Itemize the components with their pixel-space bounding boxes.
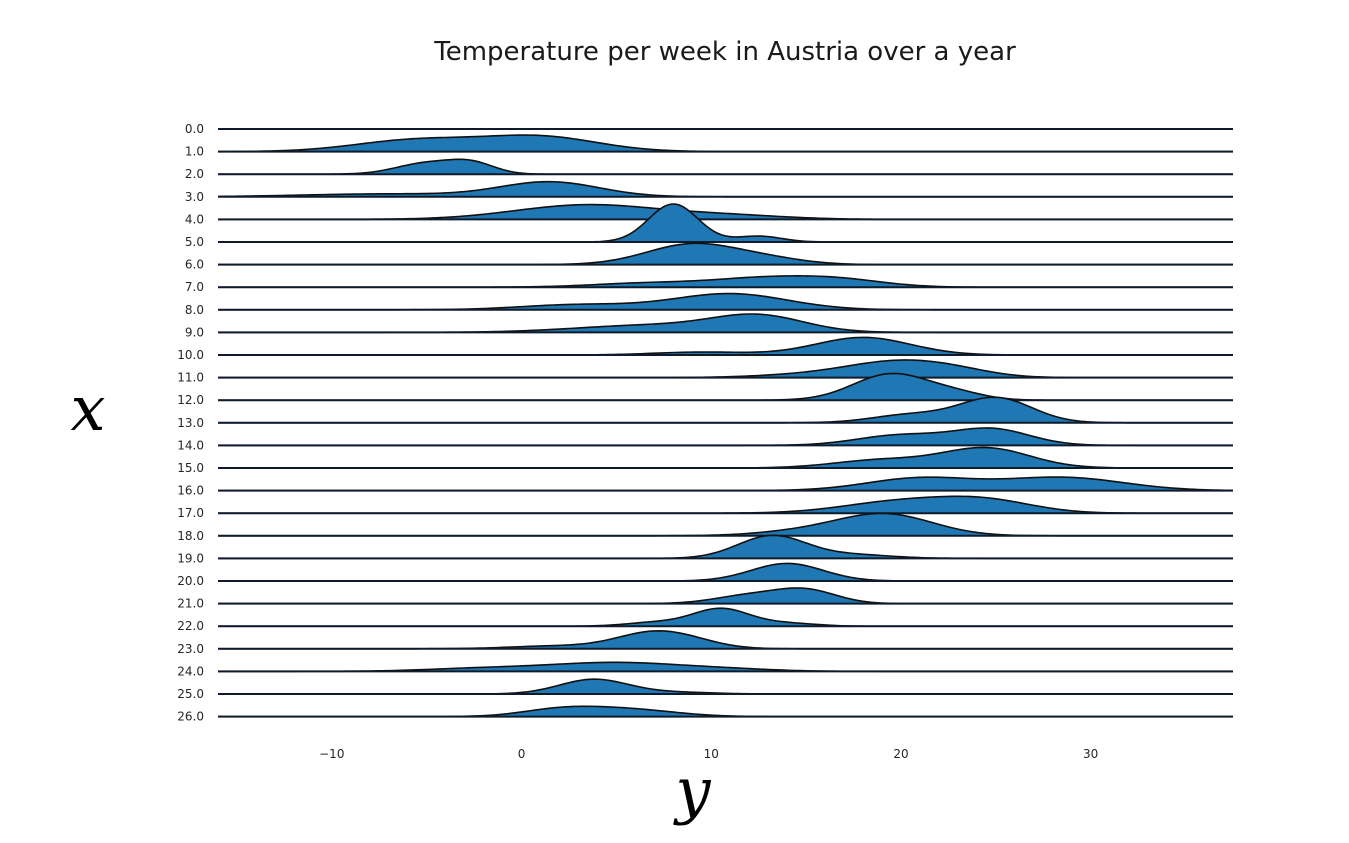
y-tick-label: 18.0 [177, 529, 204, 543]
ridge-fill [218, 204, 1233, 220]
ridge-week-10.0 [218, 336, 1233, 356]
chart-title: Temperature per week in Austria over a y… [433, 37, 1016, 67]
y-tick-label: 11.0 [177, 371, 204, 385]
ridge-outline [218, 512, 1233, 537]
ridge-fill [218, 679, 1233, 694]
ridge-week-24.0 [218, 661, 1233, 673]
x-tick-label: 10 [704, 747, 719, 761]
y-tick-label: 12.0 [177, 393, 204, 407]
ridge-fill [218, 314, 1233, 333]
ridge-fill [218, 513, 1233, 536]
y-tick-label: 24.0 [177, 664, 204, 678]
ridge-fill [218, 293, 1233, 310]
ridge-week-14.0 [218, 427, 1233, 447]
ridge-week-3.0 [217, 180, 1233, 198]
ridge-week-1.0 [217, 134, 1233, 153]
ridge-outline [217, 180, 1233, 198]
y-tick-label: 9.0 [185, 325, 204, 339]
ridge-week-17.0 [218, 495, 1233, 515]
ridge-fill [218, 496, 1233, 514]
y-tick-label: 16.0 [177, 484, 204, 498]
ridge-outline [218, 427, 1233, 447]
y-tick-label: 0.0 [185, 122, 204, 136]
y-tick-label: 26.0 [177, 710, 204, 724]
y-tick-label: 25.0 [177, 687, 204, 701]
ridge-week-19.0 [218, 534, 1233, 560]
ridge-fill [218, 608, 1233, 627]
y-tick-label: 2.0 [185, 167, 204, 181]
ridge-fill [218, 243, 1233, 265]
ridge-week-16.0 [218, 476, 1234, 492]
x-tick-labels: −10 0 10 20 30 [319, 747, 1098, 761]
ridge-fill [218, 630, 1233, 649]
ridge-week-9.0 [218, 313, 1233, 334]
y-tick-label: 10.0 [177, 348, 204, 362]
ridge-week-8.0 [218, 292, 1233, 311]
ridge-week-12.0 [218, 372, 1233, 402]
ridge-outline [218, 705, 1233, 718]
ridge-week-15.0 [218, 446, 1233, 469]
y-tick-label: 23.0 [177, 642, 204, 656]
y-tick-label: 5.0 [185, 235, 204, 249]
ridge-fill [218, 181, 1233, 197]
ridge-week-21.0 [218, 587, 1233, 605]
y-tick-label: 13.0 [177, 416, 204, 430]
y-tick-label: 6.0 [185, 258, 204, 272]
x-tick-label: 20 [893, 747, 908, 761]
ridge-week-26.0 [218, 705, 1233, 718]
ridge-outline [218, 495, 1233, 514]
ridges-group [217, 128, 1234, 718]
ridge-week-13.0 [218, 396, 1233, 424]
ridge-outline [218, 158, 1233, 175]
ridge-fill [218, 535, 1233, 559]
y-tick-label: 1.0 [185, 145, 204, 159]
ridge-outline [218, 678, 1233, 695]
y-tick-label: 14.0 [177, 438, 204, 452]
ridge-week-18.0 [218, 512, 1233, 537]
y-tick-label: 20.0 [177, 574, 204, 588]
ridge-week-2.0 [218, 158, 1233, 176]
ridge-fill [218, 427, 1233, 446]
ridge-outline [218, 359, 1233, 379]
ridge-week-5.0 [218, 203, 1233, 243]
y-tick-label: 15.0 [177, 461, 204, 475]
ridge-fill [218, 587, 1233, 604]
ridge-outline [218, 446, 1233, 469]
ridge-fill [218, 477, 1233, 491]
y-tick-label: 8.0 [185, 303, 204, 317]
x-axis-label: y [672, 754, 711, 827]
ridge-week-23.0 [218, 630, 1233, 650]
x-tick-label: 0 [518, 747, 526, 761]
x-tick-label: −10 [319, 747, 344, 761]
y-tick-label: 17.0 [177, 506, 204, 520]
ridge-fill [218, 563, 1233, 581]
y-axis-label: x [71, 372, 106, 445]
ridge-fill [218, 159, 1233, 175]
ridge-fill [218, 275, 1233, 288]
ridge-week-6.0 [218, 242, 1233, 266]
ridge-week-7.0 [218, 275, 1233, 289]
y-tick-label: 21.0 [177, 597, 204, 611]
ridge-week-20.0 [218, 562, 1233, 582]
y-tick-label: 19.0 [177, 551, 204, 565]
ridge-fill [218, 447, 1233, 468]
ridge-fill [218, 662, 1233, 672]
ridge-outline [218, 203, 1233, 243]
ridge-week-11.0 [218, 359, 1233, 379]
y-tick-label: 22.0 [177, 619, 204, 633]
ridge-week-4.0 [218, 203, 1233, 221]
ridge-week-25.0 [218, 678, 1233, 695]
y-tick-labels: 0.0 1.0 2.0 3.0 4.0 5.0 6.0 7.0 8.0 9.0 10.0 11.0 12… [177, 122, 204, 724]
ridge-fill [218, 135, 1233, 152]
y-tick-label: 7.0 [185, 280, 204, 294]
y-tick-label: 4.0 [185, 212, 204, 226]
ridge-outline [218, 336, 1233, 356]
x-tick-label: 30 [1083, 747, 1098, 761]
ridge-fill [218, 397, 1233, 423]
y-tick-label: 3.0 [185, 190, 204, 204]
ridge-fill [218, 359, 1233, 378]
ridge-week-22.0 [218, 607, 1233, 628]
